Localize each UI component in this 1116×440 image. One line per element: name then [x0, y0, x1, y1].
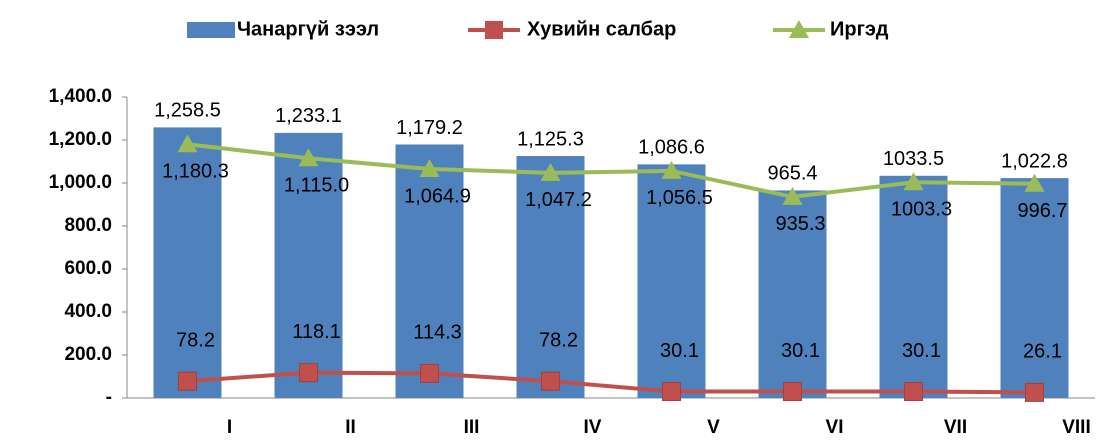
- marker: [904, 382, 923, 402]
- marker: [420, 363, 439, 383]
- marker: [783, 382, 802, 402]
- data-label: 30.1: [660, 340, 699, 362]
- data-label: 114.3: [413, 322, 462, 344]
- data-label: 1,047.2: [525, 189, 592, 211]
- bar: [1000, 178, 1069, 398]
- line: [187, 142, 1035, 199]
- data-label: 1,179.2: [396, 117, 463, 139]
- bar: [274, 132, 343, 399]
- data-label: 118.1: [292, 321, 341, 343]
- data-label: 996.7: [1017, 200, 1067, 222]
- y-tick-label: -: [106, 387, 112, 408]
- legend-swatch: [187, 22, 235, 38]
- marker: [178, 371, 197, 391]
- y-tick-label: 800.0: [64, 215, 112, 236]
- marker: [299, 363, 318, 383]
- data-label: 1033.5: [883, 148, 944, 170]
- y-tick-label: 1,200.0: [49, 129, 112, 150]
- bar: [879, 175, 948, 398]
- data-label: 1,064.9: [404, 185, 471, 207]
- x-tick-label: III: [464, 417, 480, 438]
- bar: [395, 144, 464, 398]
- data-label: 30.1: [781, 340, 820, 362]
- marker: [782, 186, 803, 205]
- data-label: 935.3: [775, 213, 825, 235]
- data-label: 78.2: [539, 329, 578, 351]
- y-tick-label: 600.0: [64, 258, 112, 279]
- bar: [516, 156, 585, 398]
- legend-label: Чанаргүй зээл: [237, 18, 379, 40]
- y-tick-label: 200.0: [64, 344, 112, 365]
- marker: [419, 159, 440, 178]
- x-tick-label: I: [227, 417, 232, 438]
- marker: [1025, 382, 1044, 402]
- line: [187, 370, 1035, 395]
- data-label: 1003.3: [891, 199, 952, 221]
- marker: [662, 382, 681, 402]
- marker: [541, 371, 560, 391]
- legend-label: Хувийн салбар: [527, 18, 676, 40]
- data-label: 1,086.6: [638, 137, 705, 159]
- data-label: 26.1: [1023, 341, 1062, 363]
- data-label: 1,125.3: [517, 128, 584, 150]
- y-tick-label: 400.0: [64, 301, 112, 322]
- legend-label: Иргэд: [830, 18, 889, 40]
- data-label: 1,022.8: [1001, 150, 1068, 172]
- data-label: 1,258.5: [154, 100, 221, 122]
- marker: [540, 162, 561, 181]
- y-tick-label: 1,000.0: [49, 172, 112, 193]
- data-label: 78.2: [176, 329, 215, 351]
- marker: [661, 160, 682, 179]
- data-label: 1,180.3: [162, 161, 229, 183]
- x-tick-label: VI: [826, 417, 844, 438]
- marker: [298, 148, 319, 167]
- bar: [637, 164, 706, 398]
- bar: [758, 190, 827, 398]
- legend-marker: [789, 20, 809, 38]
- y-tick-label: 1,400.0: [49, 86, 112, 107]
- x-tick-label: V: [707, 417, 720, 438]
- marker: [1024, 173, 1045, 192]
- legend-marker: [485, 21, 503, 39]
- x-tick-label: VIII: [1062, 417, 1091, 438]
- data-label: 30.1: [902, 340, 941, 362]
- x-tick-label: II: [345, 417, 356, 438]
- x-tick-label: VII: [944, 417, 967, 438]
- x-tick-label: IV: [584, 417, 602, 438]
- data-label: 965.4: [767, 163, 817, 185]
- data-label: 1,115.0: [284, 175, 349, 197]
- data-label: 1,233.1: [275, 105, 342, 127]
- data-label: 1,056.5: [646, 187, 713, 209]
- marker: [177, 134, 198, 153]
- marker: [903, 172, 924, 191]
- bar: [153, 127, 222, 399]
